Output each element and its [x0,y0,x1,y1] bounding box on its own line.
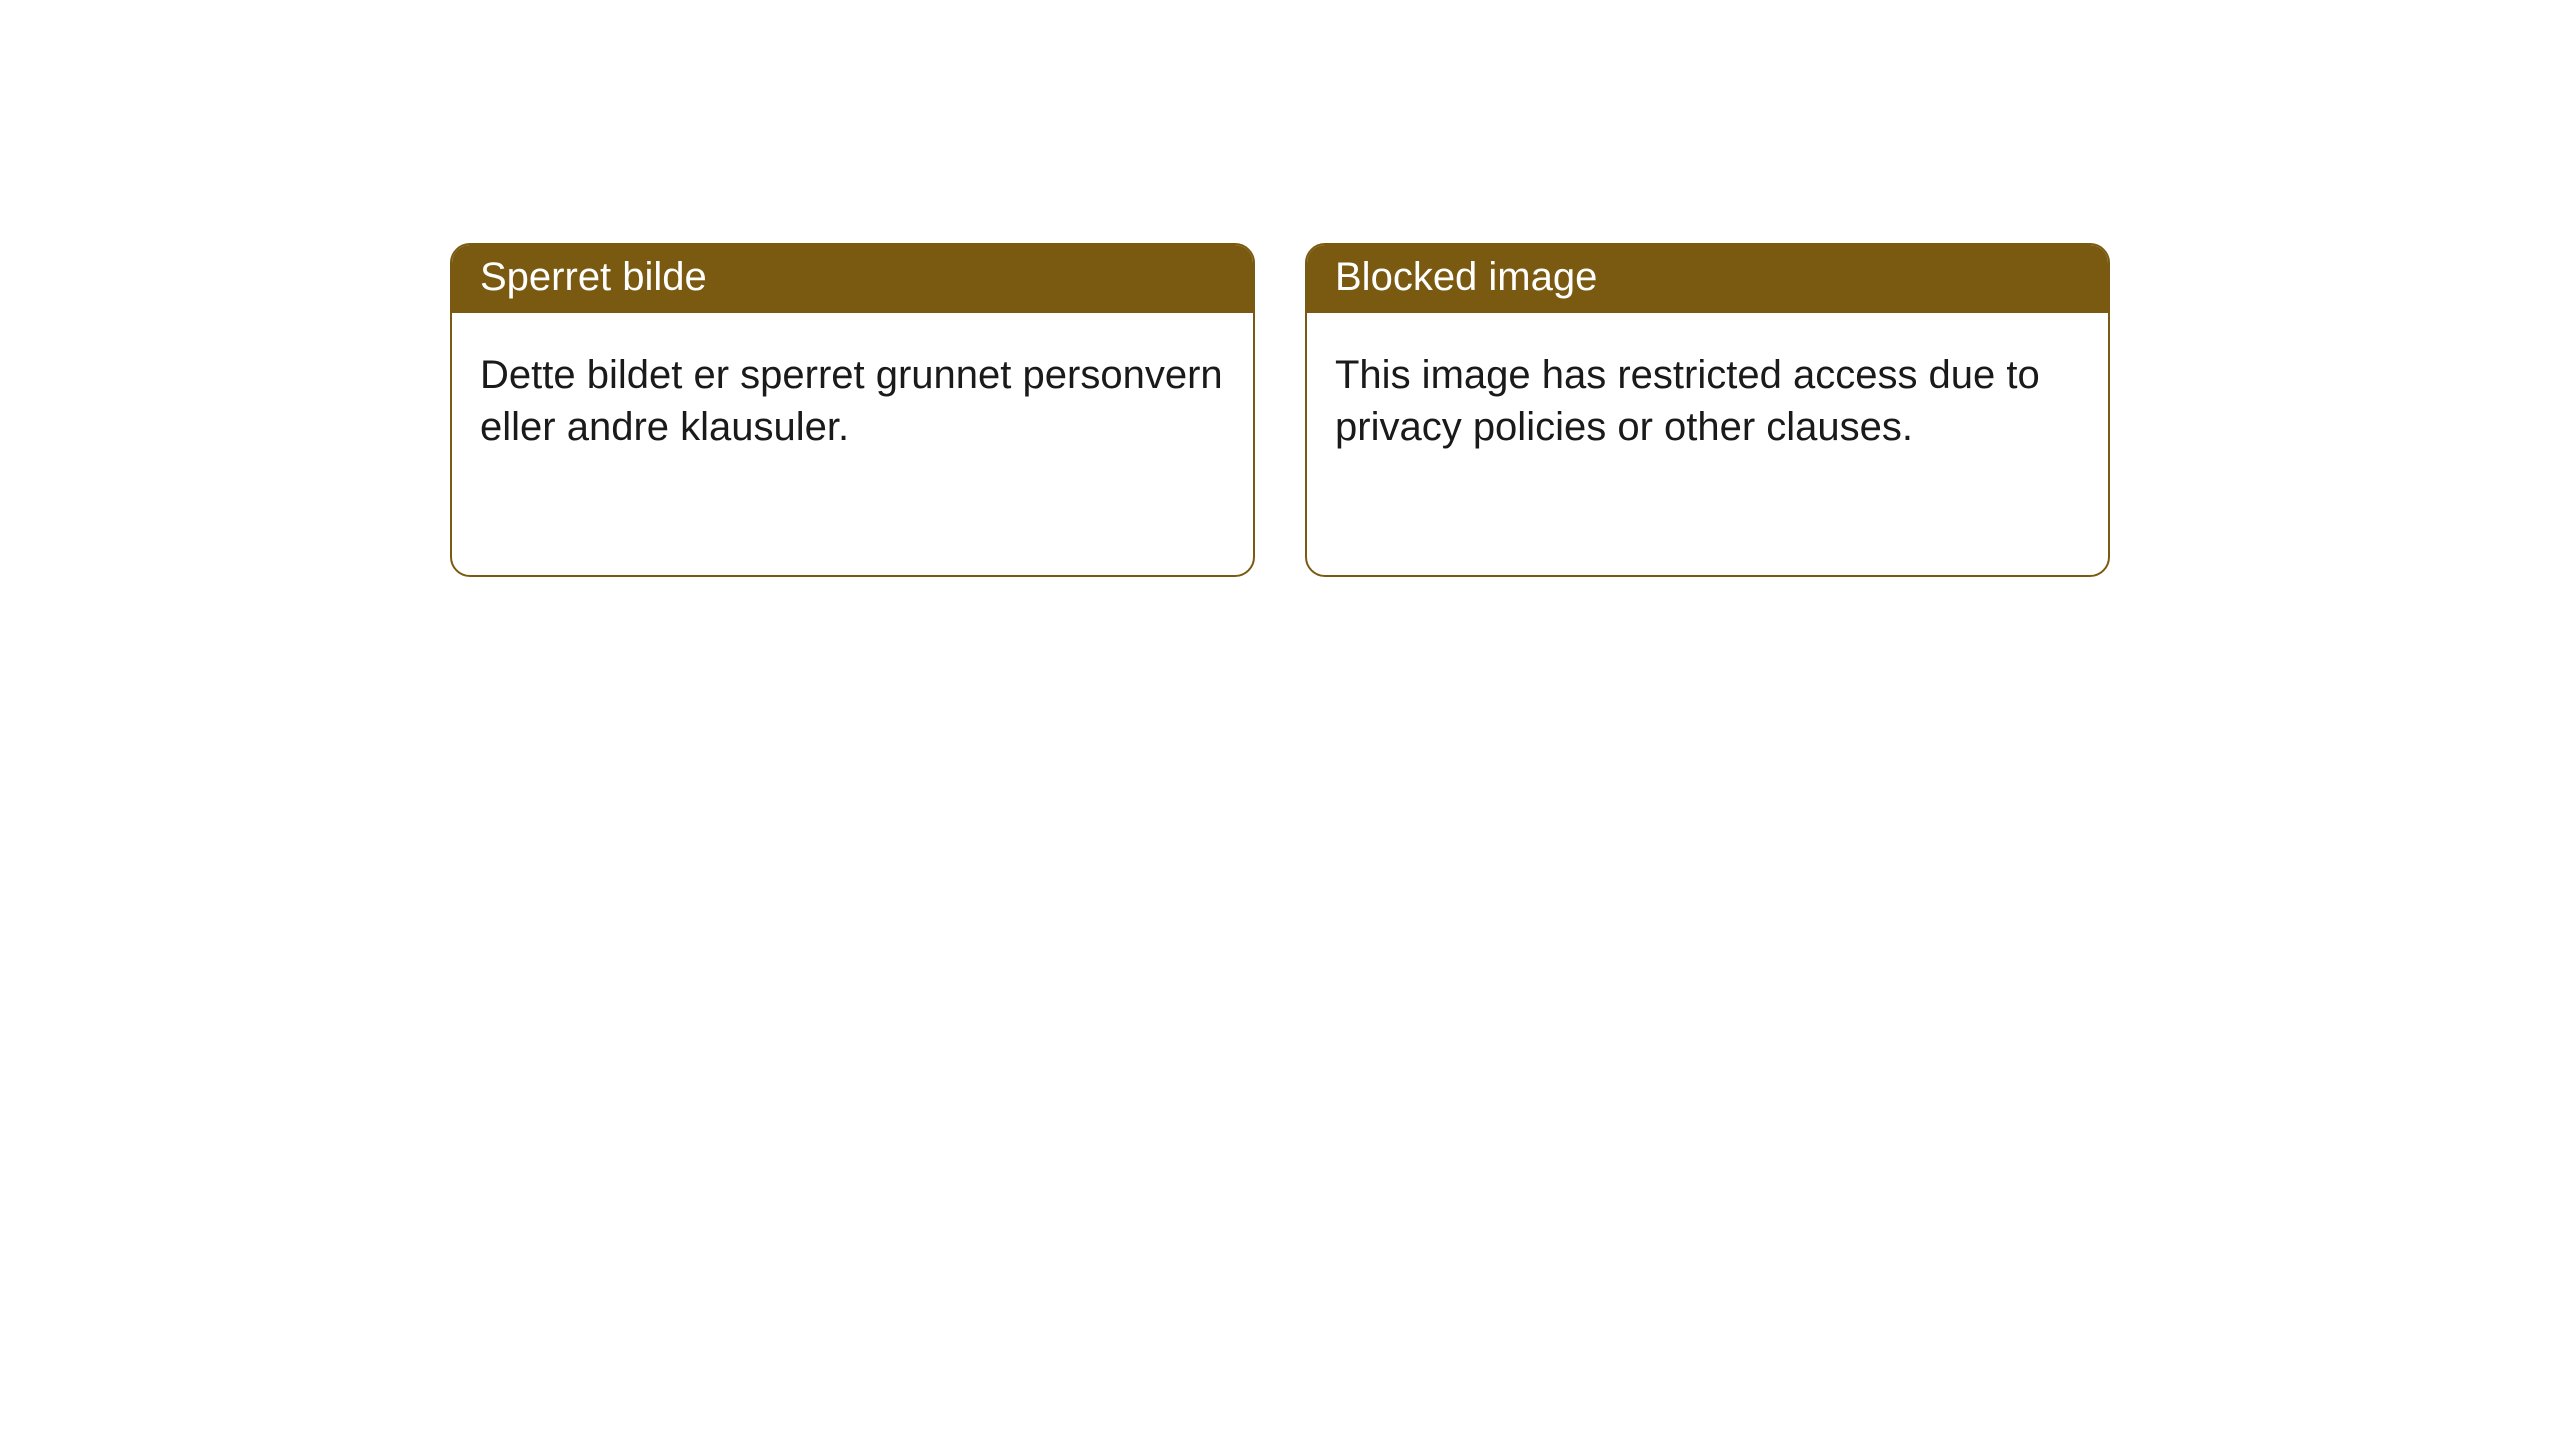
cards-container: Sperret bilde Dette bildet er sperret gr… [450,243,2110,577]
blocked-image-card-no: Sperret bilde Dette bildet er sperret gr… [450,243,1255,577]
card-body: This image has restricted access due to … [1307,313,2108,489]
card-header: Blocked image [1307,245,2108,313]
card-header: Sperret bilde [452,245,1253,313]
blocked-image-card-en: Blocked image This image has restricted … [1305,243,2110,577]
card-body: Dette bildet er sperret grunnet personve… [452,313,1253,489]
